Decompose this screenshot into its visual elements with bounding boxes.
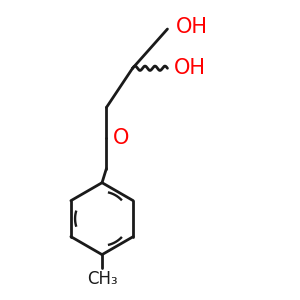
Text: OH: OH xyxy=(176,17,208,37)
Text: OH: OH xyxy=(174,58,206,78)
Text: CH₃: CH₃ xyxy=(87,270,117,288)
Text: O: O xyxy=(113,128,129,148)
